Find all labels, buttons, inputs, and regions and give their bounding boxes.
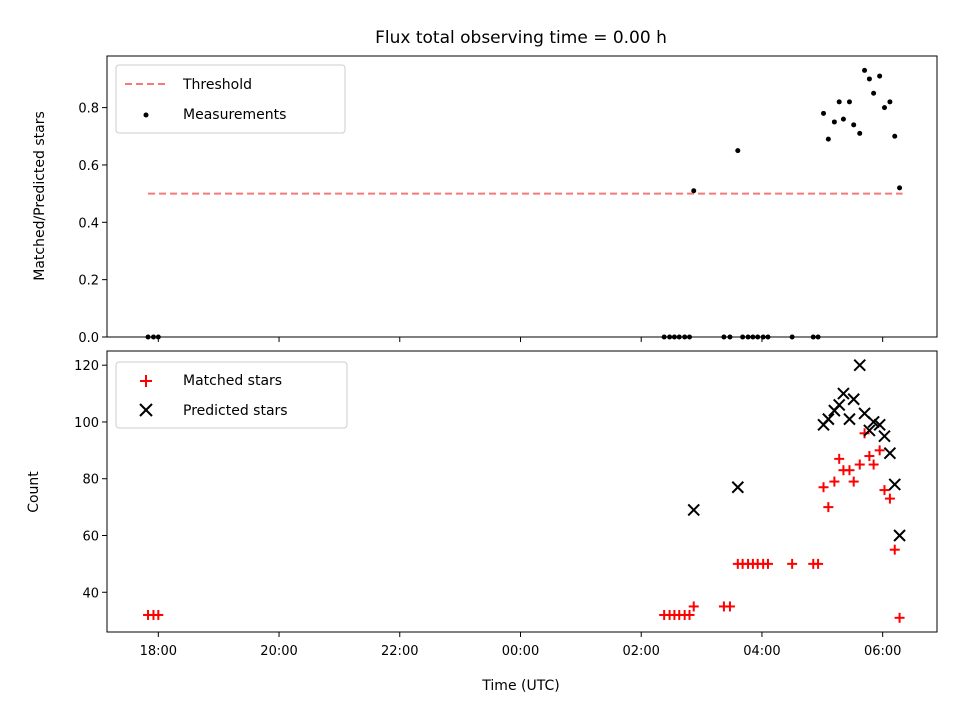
bottom-y-tick-label: 120: [74, 359, 99, 374]
x-tick-label: 22:00: [381, 644, 418, 659]
x-tick-label: 18:00: [140, 644, 177, 659]
predicted-stars-point: [873, 418, 886, 432]
x-axis-label: Time (UTC): [481, 678, 559, 694]
matched-stars-point: [829, 476, 840, 487]
top-legend-box: [115, 64, 346, 134]
matched-stars-point: [762, 558, 773, 569]
measurement-point: [892, 133, 898, 139]
x-tick-label: 06:00: [864, 644, 901, 659]
matched-stars-point: [688, 601, 699, 612]
predicted-stars-point: [847, 393, 860, 406]
matched-stars-point: [844, 465, 855, 476]
bottom-y-tick-label: 80: [82, 473, 99, 488]
predicted-stars-point: [883, 446, 897, 460]
top-y-tick-label: 0.6: [78, 159, 99, 174]
legend-measurements-swatch: [143, 112, 149, 118]
predicted-stars-point: [888, 478, 901, 491]
legend-measurements-label: Measurements: [183, 107, 286, 123]
matched-stars-point: [889, 544, 900, 555]
measurement-point: [857, 130, 863, 136]
top-y-tick-label: 0.8: [78, 102, 99, 117]
chart-title: Flux total observing time = 0.00 h: [375, 28, 667, 48]
measurement-point: [825, 136, 831, 142]
matched-stars-point: [834, 453, 845, 464]
legend-predicted-swatch: [139, 403, 153, 417]
measurement-point: [866, 76, 872, 82]
bottom-panel: Count Time (UTC) 40 60 80 100 120 18:00 20:00…: [26, 350, 938, 694]
measurement-point: [897, 185, 903, 191]
measurement-point: [836, 99, 842, 105]
matched-stars-point: [884, 493, 895, 504]
matched-stars-point: [813, 558, 824, 569]
measurement-point: [735, 148, 741, 154]
matched-stars-point: [153, 609, 164, 620]
matched-stars-point: [818, 482, 829, 493]
matched-stars-point: [868, 459, 879, 470]
predicted-stars-point: [893, 529, 906, 542]
matched-stars-point: [874, 445, 885, 456]
predicted-stars-point: [878, 429, 891, 443]
measurement-point: [877, 73, 883, 79]
top-axes-frame: [106, 55, 938, 338]
predicted-stars-point: [867, 415, 880, 429]
top-y-tick-label: 0.2: [78, 274, 99, 289]
matched-stars-point: [787, 558, 798, 569]
measurement-point: [862, 67, 868, 73]
bottom-y-tick-label: 60: [82, 529, 99, 544]
matched-stars-point: [684, 609, 695, 620]
predicted-stars-point: [853, 358, 866, 372]
bottom-y-tick-label: 100: [74, 416, 99, 431]
measurement-point: [831, 119, 837, 125]
matched-stars-point: [864, 451, 875, 462]
top-y-ticks: 0.0 0.2 0.4 0.6 0.8: [78, 102, 107, 346]
x-tick-label: 02:00: [622, 644, 659, 659]
predicted-stars-point: [863, 424, 876, 437]
legend-threshold-label: Threshold: [182, 77, 252, 93]
x-tick-label: 20:00: [260, 644, 297, 659]
legend-matched-swatch: [140, 375, 152, 387]
measurement-point: [846, 99, 852, 105]
bottom-legend-box: [115, 361, 348, 429]
matched-stars-point: [879, 485, 890, 496]
matched-stars-point: [848, 476, 859, 487]
predicted-stars-point: [843, 412, 856, 426]
top-y-tick-label: 0.4: [78, 216, 99, 231]
measurement-point: [881, 105, 887, 111]
bottom-y-axis-label: Count: [26, 471, 42, 513]
top-legend: Threshold Measurements: [115, 64, 346, 134]
legend-matched-label: Matched stars: [183, 373, 282, 389]
bottom-y-tick-label: 40: [82, 586, 99, 601]
x-tick-label: 00:00: [502, 644, 539, 659]
matched-stars-point: [724, 601, 735, 612]
bottom-axes-frame: [106, 350, 938, 633]
measurement-point: [691, 188, 697, 194]
matched-stars-point: [894, 612, 905, 623]
predicted-stars-point: [687, 503, 700, 517]
bottom-x-ticks: 18:00 20:00 22:00 00:00 02:00 04:00 06:00: [140, 632, 901, 659]
measurement-point: [887, 99, 893, 105]
predicted-stars-point: [833, 398, 846, 412]
matched-stars-point: [854, 459, 865, 470]
predicted-stars-point: [822, 412, 835, 426]
measurement-point: [840, 116, 846, 122]
top-panel: Flux total observing time = 0.00 h Match…: [32, 28, 938, 346]
matched-stars-point: [823, 502, 834, 513]
bottom-y-ticks: 40 60 80 100 120: [74, 359, 107, 601]
predicted-stars-point: [837, 387, 850, 400]
predicted-stars-point: [731, 481, 745, 494]
measurement-point: [871, 90, 877, 96]
bottom-plot-marks: [143, 358, 906, 623]
measurement-point: [821, 110, 827, 116]
measurement-point: [851, 122, 857, 128]
bottom-legend: Matched stars Predicted stars: [115, 361, 348, 429]
top-y-axis-label: Matched/Predicted stars: [32, 111, 48, 281]
top-y-tick-label: 0.0: [78, 331, 99, 346]
x-tick-label: 04:00: [743, 644, 780, 659]
legend-predicted-label: Predicted stars: [183, 403, 288, 419]
